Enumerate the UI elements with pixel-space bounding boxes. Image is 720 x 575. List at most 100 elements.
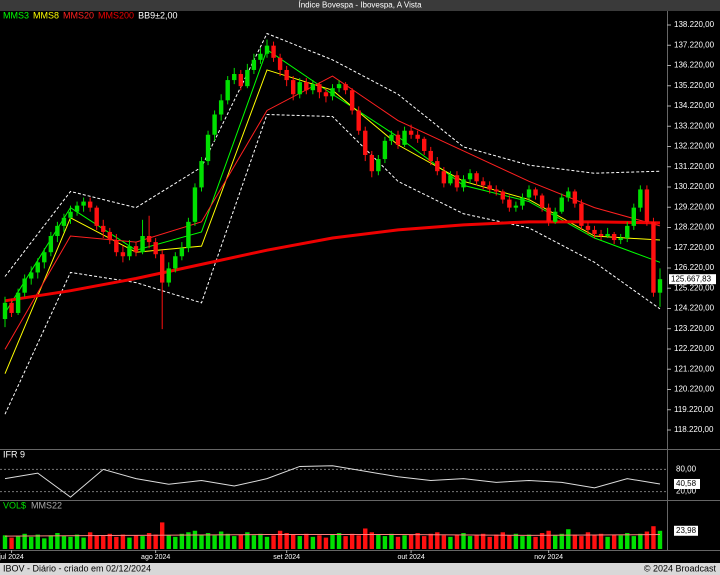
candle-body bbox=[454, 175, 460, 188]
volume-bar bbox=[15, 536, 21, 549]
candle-body bbox=[474, 173, 479, 182]
candle-body bbox=[553, 211, 558, 222]
candle-body bbox=[422, 138, 427, 151]
volume-bar bbox=[173, 536, 178, 549]
volume-bar bbox=[186, 532, 191, 549]
y-tick-label: 120.220,00 bbox=[674, 385, 715, 394]
volume-bar bbox=[566, 529, 571, 549]
y-tick-label: 128.220,00 bbox=[674, 223, 715, 232]
candle-body bbox=[42, 252, 47, 263]
candle-body bbox=[631, 207, 636, 226]
candle-body bbox=[415, 134, 420, 139]
candle-body bbox=[526, 189, 532, 198]
candle-body bbox=[61, 217, 67, 226]
candle-body bbox=[140, 236, 145, 253]
footer-right: © 2024 Broadcast bbox=[644, 563, 717, 573]
volume-bar bbox=[101, 536, 106, 549]
volume-bar bbox=[533, 536, 538, 549]
volume-bar bbox=[120, 534, 126, 549]
volume-last-box bbox=[674, 525, 698, 536]
candle-body bbox=[271, 45, 276, 58]
volume-bar bbox=[402, 535, 407, 549]
candle-body bbox=[218, 100, 224, 115]
volume-bar bbox=[638, 533, 643, 549]
volume-bar bbox=[74, 534, 80, 549]
volume-bar bbox=[310, 536, 316, 549]
volume-bar bbox=[500, 532, 505, 549]
candle-body bbox=[605, 233, 610, 237]
volume-bar bbox=[585, 532, 591, 549]
volume-bar bbox=[336, 533, 342, 549]
candle-body bbox=[330, 88, 335, 97]
volume-bar bbox=[389, 533, 394, 549]
candle-body bbox=[592, 229, 597, 234]
y-tick-label: 135.220,00 bbox=[674, 81, 715, 90]
volume-bar bbox=[598, 533, 604, 549]
candle-body bbox=[382, 140, 388, 160]
volume-bar bbox=[42, 538, 47, 549]
candle-body bbox=[9, 302, 14, 313]
legend-entry: MMS3 bbox=[3, 10, 29, 20]
candle-body bbox=[533, 189, 538, 196]
volume-bar bbox=[225, 533, 230, 549]
volume-bar bbox=[9, 537, 14, 549]
rsi-last-label: 40,58 bbox=[676, 479, 697, 488]
volume-bar bbox=[513, 533, 519, 549]
candle-body bbox=[408, 130, 414, 135]
volume-bar bbox=[264, 536, 270, 549]
candle-body bbox=[317, 84, 322, 93]
candle-body bbox=[395, 134, 401, 145]
volume-bar bbox=[29, 536, 34, 549]
candle-body bbox=[402, 130, 407, 145]
volume-bar bbox=[546, 530, 551, 549]
candle-body bbox=[107, 231, 112, 241]
candle-body bbox=[376, 159, 381, 172]
volume-bar bbox=[140, 536, 145, 549]
candle-body bbox=[2, 302, 8, 320]
candle-body bbox=[520, 197, 525, 206]
volume-bar bbox=[2, 535, 8, 549]
volume-bar bbox=[199, 534, 204, 549]
volume-bar bbox=[526, 534, 532, 549]
volume-bar bbox=[271, 535, 276, 549]
volume-bar bbox=[258, 533, 263, 549]
volume-bar bbox=[435, 532, 440, 549]
chart-title: Índice Bovespa - Ibovespa, A Vista bbox=[298, 1, 422, 10]
volume-bar bbox=[382, 536, 388, 549]
title-bar bbox=[0, 0, 720, 11]
volume-bar bbox=[572, 534, 578, 549]
volume-bar bbox=[644, 531, 650, 549]
y-tick-label: 130.220,00 bbox=[674, 182, 715, 191]
candle-body bbox=[87, 201, 93, 208]
candle-body bbox=[186, 221, 191, 249]
candle-body bbox=[349, 90, 355, 111]
candle-body bbox=[15, 292, 21, 313]
candle-body bbox=[448, 175, 453, 184]
volume-bar bbox=[415, 533, 420, 549]
volume-bar bbox=[605, 536, 610, 549]
volume-bar bbox=[133, 535, 139, 549]
candle-body bbox=[389, 134, 394, 141]
volume-bar bbox=[553, 535, 558, 549]
volume-bar bbox=[487, 536, 492, 549]
last-price-box bbox=[669, 274, 716, 285]
volume-bar bbox=[238, 534, 243, 549]
candle-body bbox=[258, 53, 263, 60]
candle-body bbox=[480, 181, 486, 186]
candle-body bbox=[22, 278, 27, 293]
candle-body bbox=[644, 189, 650, 222]
volume-bar bbox=[179, 533, 185, 549]
last-price-label: 125.667,83 bbox=[671, 274, 712, 283]
candle-body bbox=[291, 80, 296, 95]
volume-bar bbox=[448, 536, 453, 549]
candle-body bbox=[638, 189, 643, 208]
candle-body bbox=[74, 205, 80, 212]
y-tick-label: 137.220,00 bbox=[674, 40, 715, 49]
volume-bar bbox=[408, 534, 414, 549]
candle-body bbox=[435, 161, 440, 172]
volume-bar bbox=[323, 537, 329, 549]
candle-body bbox=[559, 197, 564, 212]
panel-title: VOL$ bbox=[3, 500, 26, 510]
volume-bar bbox=[618, 535, 623, 549]
